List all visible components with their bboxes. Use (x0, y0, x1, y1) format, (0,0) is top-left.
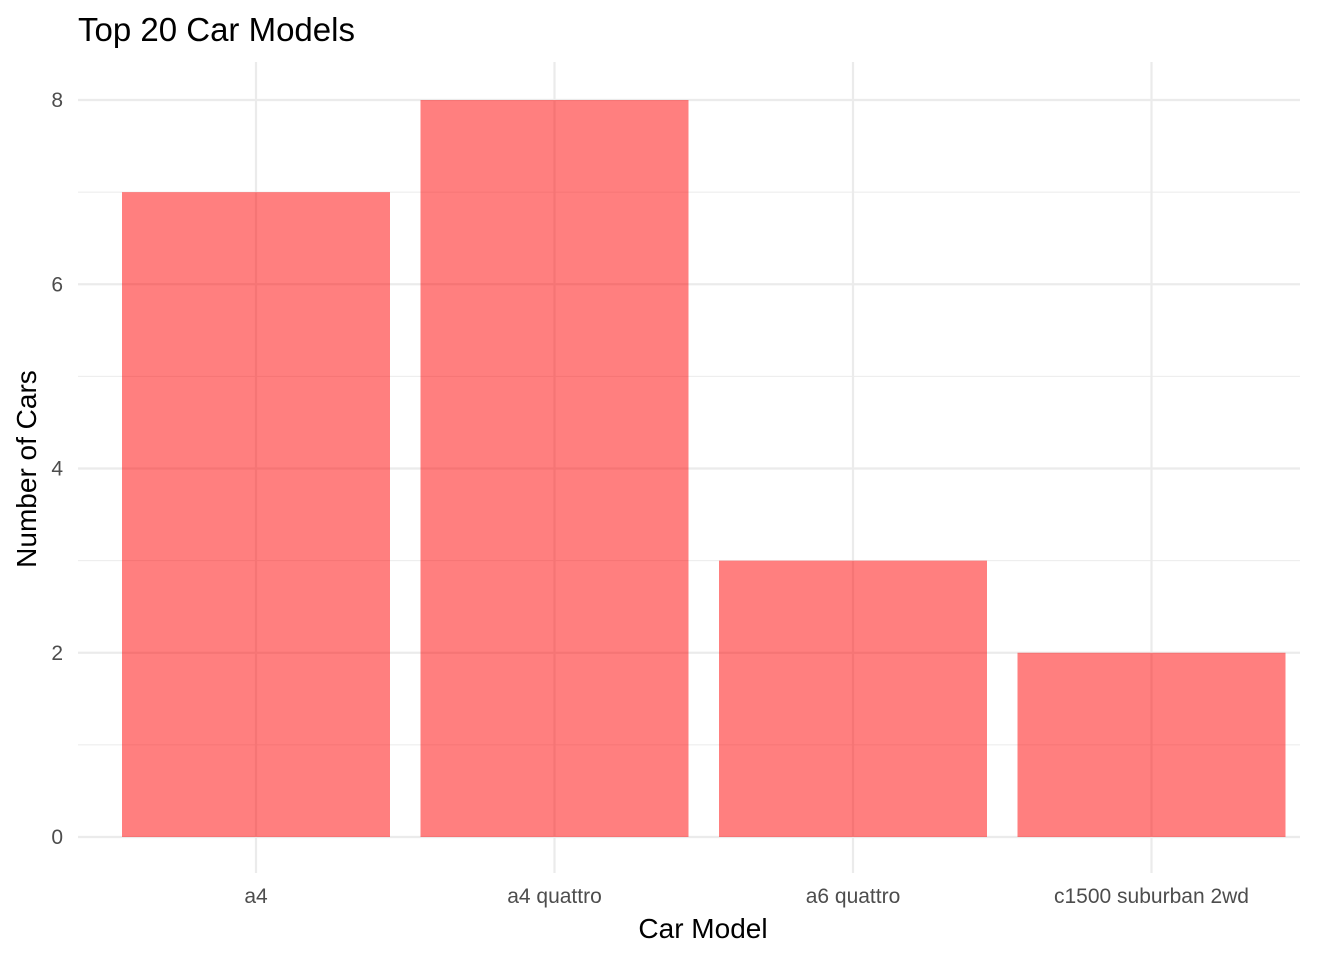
y-axis-title: Number of Cars (11, 370, 42, 568)
y-tick-label: 4 (51, 458, 63, 481)
x-tick-label: a6 quattro (806, 885, 901, 908)
x-axis-ticks: a4 a4 quattro a6 quattro c1500 suburban 2wd (244, 885, 1249, 908)
bar-c1500-suburban-2wd (1017, 652, 1286, 837)
x-tick-label: c1500 suburban 2wd (1054, 885, 1249, 908)
bar-a4-quattro (420, 100, 689, 837)
x-tick-label: a4 quattro (507, 885, 602, 908)
chart-title: Top 20 Car Models (78, 11, 355, 48)
y-tick-label: 6 (51, 273, 63, 296)
y-tick-label: 2 (51, 642, 63, 665)
y-tick-label: 8 (51, 89, 63, 112)
x-tick-label: a4 (244, 885, 268, 908)
x-axis-title: Car Model (638, 913, 767, 944)
y-axis-ticks: 0 2 4 6 8 (51, 89, 63, 849)
bars (122, 100, 1286, 837)
bar-a6-quattro (719, 560, 987, 837)
bar-a4 (122, 192, 390, 837)
y-tick-label: 0 (51, 826, 63, 849)
